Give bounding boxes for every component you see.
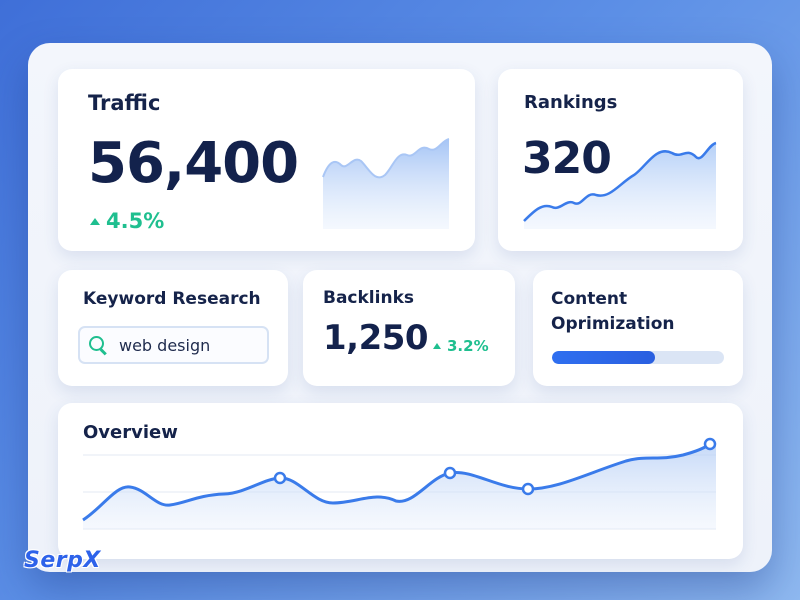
content-optimization-card[interactable]: Content Oprimization xyxy=(533,270,743,386)
rankings-title: Rankings xyxy=(524,92,618,113)
content-optimization-title: Content Oprimization xyxy=(551,289,675,334)
overview-title: Overview xyxy=(83,422,178,443)
traffic-title: Traffic xyxy=(88,91,161,115)
overview-area xyxy=(83,444,716,529)
traffic-value: 56,400 xyxy=(88,131,299,196)
arrow-up-icon xyxy=(433,343,441,349)
overview-point[interactable] xyxy=(703,437,717,451)
backlinks-card[interactable]: Backlinks 1,250 3.2% xyxy=(303,270,515,386)
keyword-search-value[interactable]: web design xyxy=(119,335,211,355)
rankings-card[interactable]: Rankings 320 xyxy=(498,69,743,251)
backlinks-delta-value: 3.2% xyxy=(447,337,489,355)
content-progress-bar xyxy=(552,351,724,364)
arrow-up-icon xyxy=(90,217,100,225)
traffic-sparkline xyxy=(322,138,450,229)
rankings-sparkline xyxy=(523,141,717,229)
backlinks-delta: 3.2% xyxy=(433,337,489,355)
traffic-delta-value: 4.5% xyxy=(106,209,165,233)
content-progress-fill xyxy=(552,351,656,364)
keyword-research-card: Keyword Research web design xyxy=(58,270,288,386)
traffic-card[interactable]: Traffic 56,400 4.5% xyxy=(58,69,475,251)
traffic-delta: 4.5% xyxy=(90,209,164,233)
overview-card[interactable]: Overview xyxy=(58,403,743,559)
keyword-search-input[interactable]: web design xyxy=(78,326,269,364)
serpx-logo: SerpX xyxy=(24,548,101,573)
overview-line xyxy=(82,442,711,522)
overview-chart xyxy=(82,437,717,530)
keyword-research-title: Keyword Research xyxy=(83,289,261,309)
backlinks-title: Backlinks xyxy=(323,288,414,308)
overview-point[interactable] xyxy=(273,471,287,485)
rankings-value: 320 xyxy=(522,133,612,184)
overview-point[interactable] xyxy=(521,482,535,496)
overview-point[interactable] xyxy=(443,466,457,480)
search-icon xyxy=(89,336,107,354)
backlinks-value: 1,250 xyxy=(323,318,429,358)
